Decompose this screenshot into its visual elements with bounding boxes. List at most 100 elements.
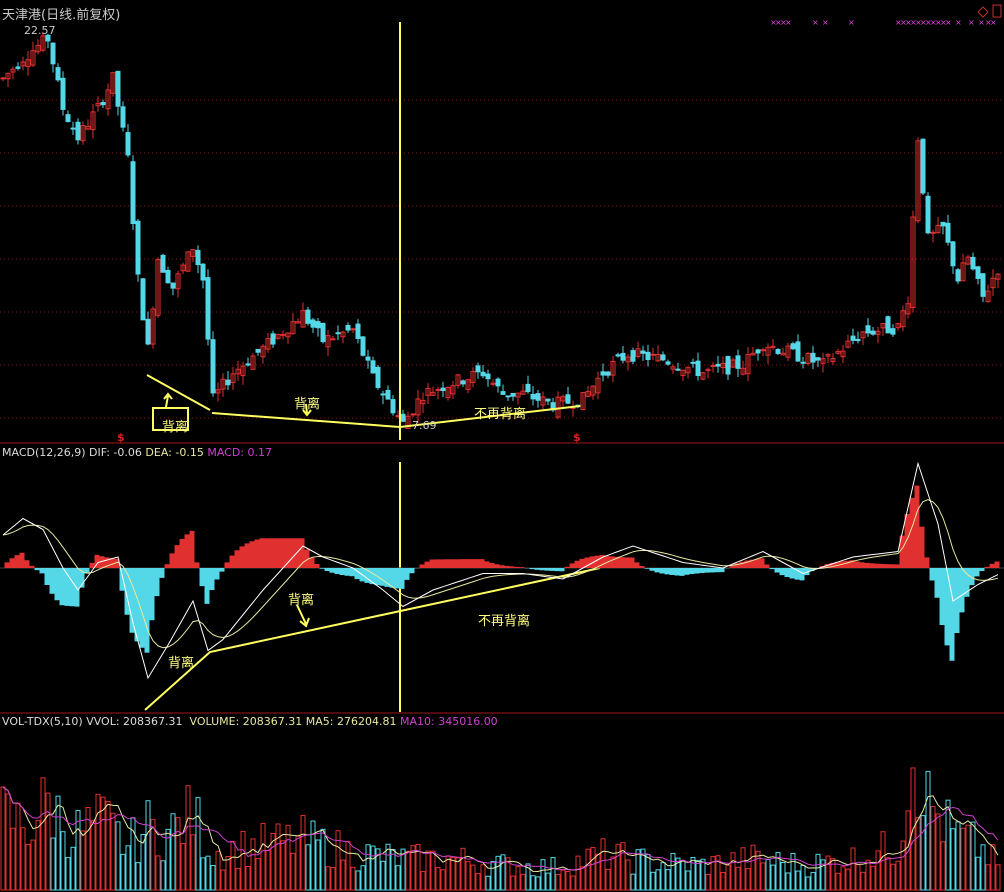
candle-body bbox=[520, 390, 526, 395]
candle-body bbox=[580, 391, 586, 411]
candle-body bbox=[295, 321, 301, 324]
candle-body bbox=[75, 121, 81, 141]
candle-body bbox=[755, 349, 761, 354]
volume-bar bbox=[480, 864, 486, 891]
volume-bar bbox=[20, 827, 26, 891]
volume-bar bbox=[400, 848, 406, 891]
volume-bar bbox=[235, 867, 241, 891]
volume-bar bbox=[45, 792, 51, 891]
arrow-up-icon bbox=[163, 392, 173, 408]
volume-bar bbox=[685, 870, 691, 891]
volume-bar bbox=[510, 875, 516, 891]
volume-bar bbox=[405, 850, 411, 891]
diamond-icon bbox=[977, 6, 989, 18]
volume-bar bbox=[370, 845, 376, 891]
signal-marker: $ bbox=[117, 431, 125, 444]
candle-body bbox=[725, 356, 731, 375]
volume-bar bbox=[925, 770, 931, 891]
candle-body bbox=[730, 359, 736, 368]
candle-body bbox=[250, 355, 256, 370]
volume-bar bbox=[425, 850, 431, 891]
candle-body bbox=[980, 273, 986, 297]
volume-bar bbox=[600, 838, 606, 891]
volume-bar bbox=[70, 846, 76, 891]
candle-body bbox=[535, 393, 541, 401]
candle-body bbox=[560, 396, 566, 402]
candle-body bbox=[185, 251, 191, 272]
vol-volume: VOLUME: 208367.31 bbox=[189, 715, 303, 728]
volume-bar bbox=[130, 817, 136, 891]
candle-body bbox=[115, 70, 121, 107]
candle-body bbox=[150, 308, 156, 345]
volume-bar bbox=[915, 817, 921, 891]
trend-line bbox=[146, 374, 211, 411]
signal-x-marker: × bbox=[955, 18, 962, 27]
annotation-divergence: 背离 bbox=[168, 656, 195, 671]
volume-bar bbox=[100, 796, 106, 891]
candle-body bbox=[855, 338, 861, 342]
volume-bar bbox=[520, 873, 526, 891]
volume-bar bbox=[300, 814, 306, 891]
candle-body bbox=[650, 353, 656, 356]
candle-body bbox=[595, 377, 601, 394]
candle-body bbox=[370, 360, 376, 374]
candle-body bbox=[415, 398, 421, 416]
volume-bar bbox=[875, 850, 881, 891]
candle-body bbox=[895, 323, 901, 329]
volume-bar bbox=[110, 812, 116, 891]
candle-body bbox=[460, 380, 466, 385]
volume-bar bbox=[690, 857, 696, 891]
volume-bar bbox=[710, 856, 716, 891]
candle-body bbox=[805, 352, 811, 364]
candle-body bbox=[485, 373, 491, 380]
candle-body bbox=[85, 125, 91, 130]
volume-bar bbox=[330, 866, 336, 891]
candle-body bbox=[710, 364, 716, 367]
candle-body bbox=[745, 353, 751, 375]
candle-body bbox=[105, 89, 111, 110]
candle-body bbox=[405, 415, 411, 429]
candle-body bbox=[540, 396, 546, 406]
low-price-label: 7.69 bbox=[412, 419, 437, 432]
candle-body bbox=[830, 357, 836, 363]
volume-bar bbox=[785, 872, 791, 891]
candle-body bbox=[70, 127, 76, 130]
signal-x-marker: × bbox=[940, 18, 947, 27]
signal-x-marker: × bbox=[915, 18, 922, 27]
candle-body bbox=[490, 382, 496, 385]
candle-body bbox=[600, 371, 606, 376]
candle-body bbox=[285, 332, 291, 338]
volume-bar bbox=[335, 830, 341, 891]
volume-bar bbox=[365, 844, 371, 891]
volume-bar bbox=[750, 844, 756, 891]
dea-line bbox=[2, 499, 999, 649]
candle-body bbox=[795, 341, 801, 362]
volume-bar bbox=[450, 857, 456, 891]
volume-bar bbox=[705, 873, 711, 891]
volume-bar bbox=[825, 855, 831, 891]
volume-bar bbox=[295, 835, 301, 891]
candle-body bbox=[110, 72, 116, 94]
volume-bar bbox=[40, 777, 46, 891]
candle-body bbox=[200, 263, 206, 281]
candle-body bbox=[245, 363, 251, 366]
volume-bar bbox=[780, 861, 786, 891]
candle-body bbox=[945, 222, 951, 243]
volume-bar bbox=[185, 785, 191, 891]
signal-x-marker: × bbox=[910, 18, 917, 27]
volume-bar bbox=[720, 872, 726, 891]
volume-bar bbox=[950, 828, 956, 891]
candle-body bbox=[55, 67, 61, 81]
volume-bar bbox=[360, 865, 366, 891]
vol-name: VOL-TDX(5,10) bbox=[2, 715, 83, 728]
macd-name: MACD(12,26,9) bbox=[2, 446, 86, 459]
volume-bar bbox=[855, 864, 861, 891]
volume-bar bbox=[155, 855, 161, 891]
candle-body bbox=[585, 391, 591, 397]
signal-marker: $ bbox=[573, 431, 581, 444]
candle-body bbox=[95, 102, 101, 107]
candle-body bbox=[25, 59, 31, 68]
volume-bar bbox=[940, 841, 946, 891]
volume-bar bbox=[55, 795, 61, 891]
volume-bar bbox=[790, 852, 796, 891]
